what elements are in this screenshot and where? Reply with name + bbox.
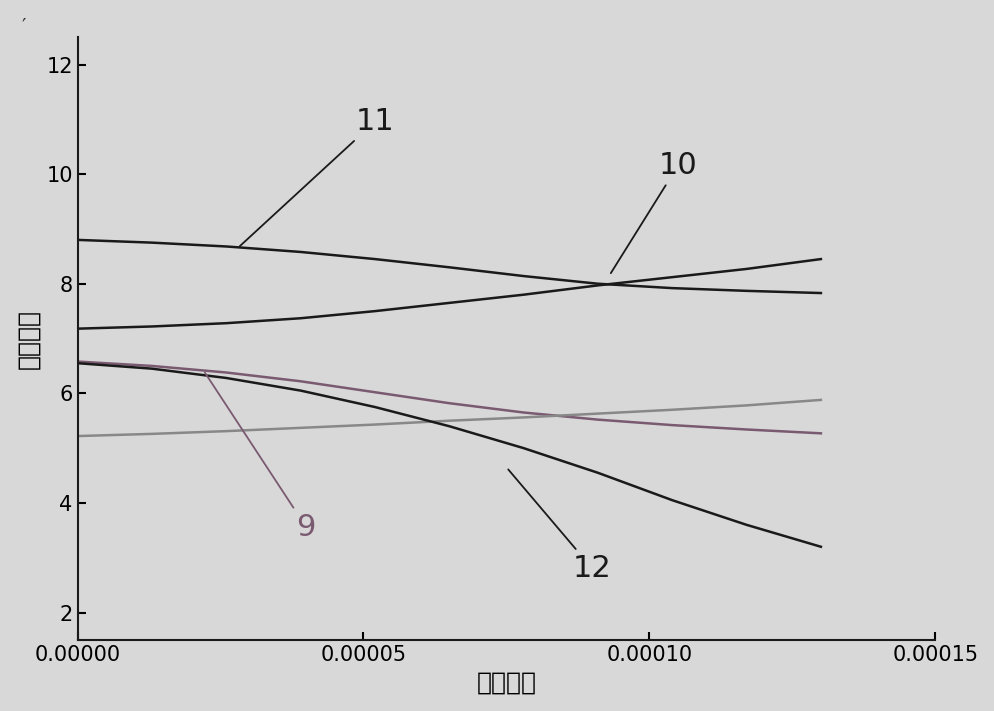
Text: 12: 12	[508, 469, 611, 583]
Y-axis label: 质量分数: 质量分数	[17, 309, 41, 368]
Text: ′: ′	[22, 16, 26, 35]
X-axis label: 分布距离: 分布距离	[476, 670, 536, 695]
Text: 9: 9	[205, 373, 316, 542]
Text: 11: 11	[240, 107, 394, 246]
Text: 10: 10	[610, 151, 697, 273]
